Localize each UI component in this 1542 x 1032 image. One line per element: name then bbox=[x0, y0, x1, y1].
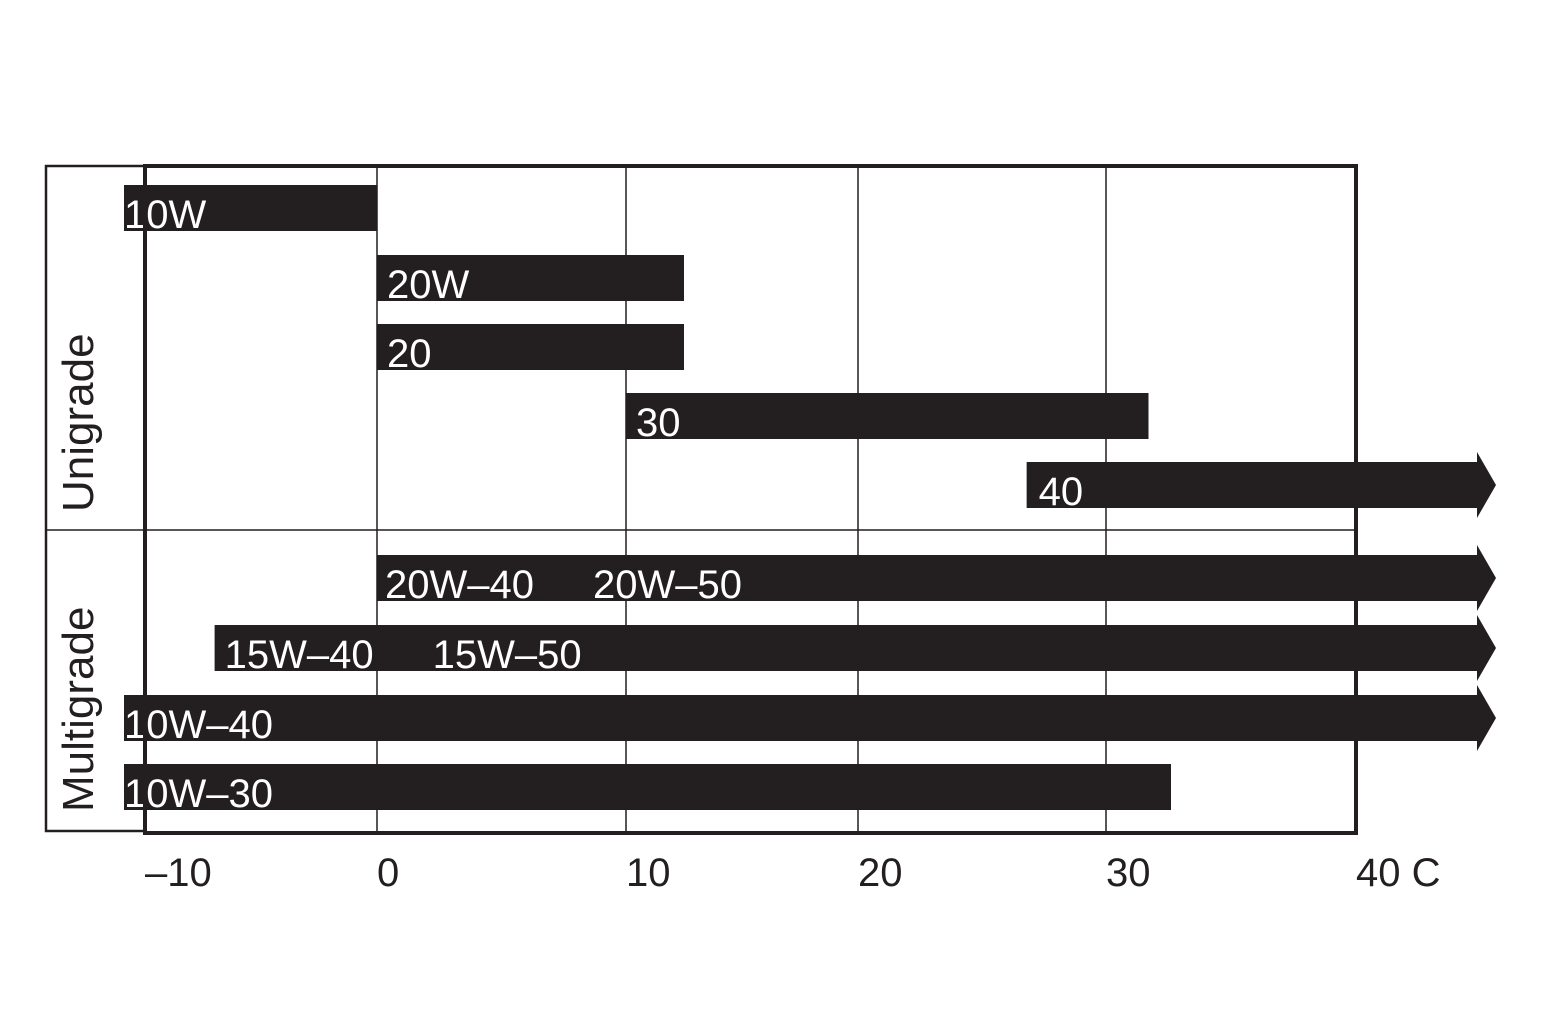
x-tick-label: –10 bbox=[145, 851, 212, 895]
bar-row: 15W–40 15W–50 bbox=[214, 615, 1497, 681]
x-tick-label: 30 bbox=[1106, 851, 1151, 895]
bar-label: 10W–30 bbox=[124, 772, 273, 816]
bar-row: 20W–40 20W–50 bbox=[377, 545, 1496, 611]
bar-row: 10W–30 bbox=[124, 764, 1171, 816]
bar-label: 20W–40 bbox=[385, 563, 534, 607]
bar-label: 10W bbox=[124, 193, 206, 237]
bar-row: 40 bbox=[1026, 452, 1496, 518]
bar-arrow bbox=[377, 545, 1496, 611]
bar bbox=[626, 393, 1149, 439]
group-label-unigrade: Unigrade bbox=[54, 333, 103, 512]
x-tick-label: 10 bbox=[626, 851, 671, 895]
bar-row: 20 bbox=[377, 324, 684, 376]
plot-frame bbox=[143, 164, 1358, 835]
bar-row: 10W bbox=[124, 185, 377, 237]
x-tick-label: 0 bbox=[377, 851, 399, 895]
bar-row: 10W–40 bbox=[124, 685, 1496, 751]
group-labels: Unigrade Multigrade bbox=[54, 333, 103, 812]
x-tick-label: 40 C bbox=[1356, 851, 1441, 895]
bar-label: 10W–40 bbox=[124, 703, 273, 747]
bar-arrow bbox=[1026, 452, 1496, 518]
bar bbox=[377, 255, 684, 301]
bar bbox=[377, 324, 684, 370]
bar-label: 20W bbox=[387, 263, 469, 307]
x-tick-label: 20 bbox=[858, 851, 903, 895]
bar-label: 20W–50 bbox=[593, 563, 742, 607]
bar bbox=[124, 185, 377, 231]
bar-row: 30 bbox=[626, 393, 1149, 445]
bar-label: 15W–50 bbox=[433, 633, 582, 677]
bar-label: 20 bbox=[387, 332, 432, 376]
bar-arrow bbox=[124, 685, 1496, 751]
bar-row: 20W bbox=[377, 255, 684, 307]
bar-arrow bbox=[214, 615, 1497, 681]
group-label-multigrade: Multigrade bbox=[54, 607, 103, 812]
bars: 10W 20W 20 30 40 20W–40 20W–50 15W–40 15W–50 10W–… bbox=[124, 185, 1497, 816]
x-axis-ticks: –10 0 10 20 30 40 C bbox=[145, 851, 1441, 895]
bar-label: 15W–40 bbox=[225, 633, 374, 677]
bar bbox=[124, 764, 1171, 810]
bar-label: 40 bbox=[1039, 470, 1084, 514]
bar-label: 30 bbox=[636, 401, 681, 445]
frame bbox=[44, 164, 1358, 835]
